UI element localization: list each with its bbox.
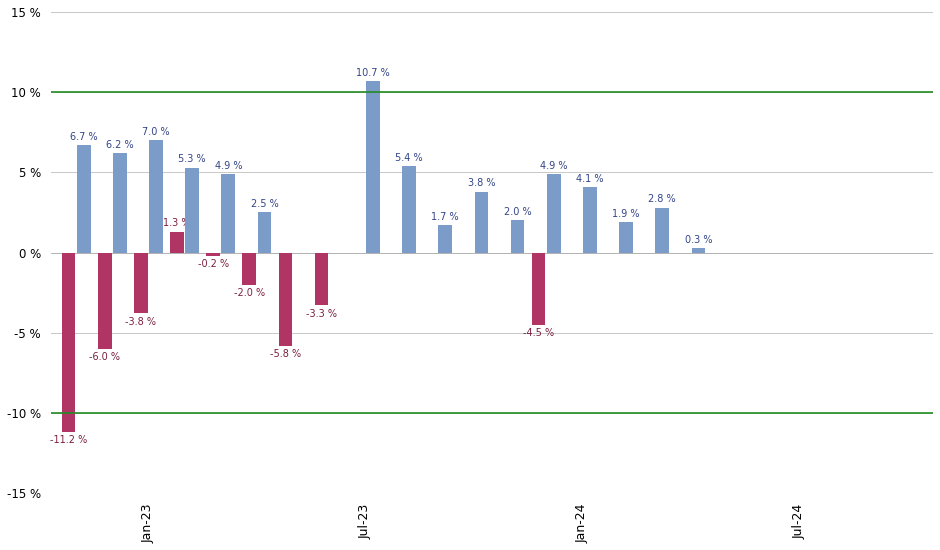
Text: -3.3 %: -3.3 %: [306, 309, 337, 318]
Text: 2.8 %: 2.8 %: [649, 194, 676, 205]
Text: -0.2 %: -0.2 %: [197, 259, 228, 269]
Text: 1.3 %: 1.3 %: [164, 218, 191, 228]
Bar: [547, 174, 560, 252]
Bar: [222, 174, 235, 252]
Text: 7.0 %: 7.0 %: [142, 127, 170, 137]
Bar: [62, 252, 75, 432]
Bar: [243, 252, 257, 284]
Bar: [258, 212, 272, 252]
Text: 2.5 %: 2.5 %: [251, 199, 278, 209]
Bar: [134, 252, 148, 314]
Text: -5.8 %: -5.8 %: [270, 349, 301, 359]
Bar: [315, 252, 328, 305]
Bar: [438, 226, 452, 252]
Bar: [149, 140, 163, 252]
Text: 1.9 %: 1.9 %: [612, 209, 640, 219]
Bar: [475, 191, 488, 252]
Bar: [98, 252, 112, 349]
Bar: [655, 208, 669, 252]
Bar: [532, 252, 545, 324]
Bar: [77, 145, 90, 252]
Text: 4.1 %: 4.1 %: [576, 174, 603, 184]
Bar: [692, 248, 705, 252]
Text: -4.5 %: -4.5 %: [523, 328, 555, 338]
Text: 4.9 %: 4.9 %: [540, 161, 568, 170]
Bar: [619, 222, 633, 252]
Bar: [366, 81, 380, 252]
Text: -6.0 %: -6.0 %: [89, 352, 120, 362]
Text: 0.3 %: 0.3 %: [684, 234, 713, 245]
Bar: [510, 221, 525, 252]
Text: 5.3 %: 5.3 %: [179, 155, 206, 164]
Bar: [113, 153, 127, 252]
Text: 3.8 %: 3.8 %: [468, 178, 495, 189]
Text: -2.0 %: -2.0 %: [234, 288, 265, 298]
Text: 10.7 %: 10.7 %: [356, 68, 390, 78]
Bar: [185, 168, 199, 252]
Bar: [170, 232, 184, 252]
Bar: [206, 252, 220, 256]
Text: 5.4 %: 5.4 %: [396, 153, 423, 163]
Bar: [402, 166, 416, 252]
Bar: [583, 187, 597, 252]
Text: 2.0 %: 2.0 %: [504, 207, 531, 217]
Text: 1.7 %: 1.7 %: [431, 212, 459, 222]
Text: 6.7 %: 6.7 %: [70, 132, 98, 142]
Text: -3.8 %: -3.8 %: [125, 317, 156, 327]
Text: 6.2 %: 6.2 %: [106, 140, 133, 150]
Text: 4.9 %: 4.9 %: [214, 161, 243, 170]
Bar: [278, 252, 292, 345]
Text: -11.2 %: -11.2 %: [50, 436, 87, 446]
